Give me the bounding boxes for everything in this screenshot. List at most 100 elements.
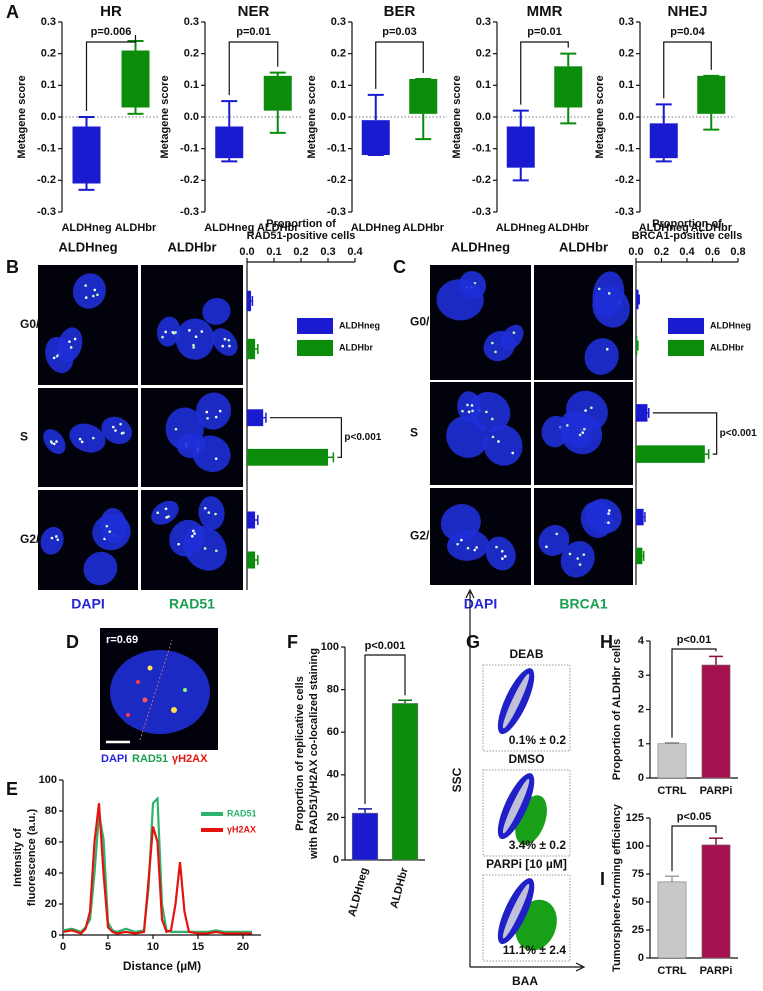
annotation: p<0.01 xyxy=(677,634,712,646)
y-tick-label: 0.2 xyxy=(619,48,634,60)
focus xyxy=(171,707,177,713)
focus xyxy=(69,346,73,349)
focus xyxy=(214,457,218,460)
panel-letter: F xyxy=(287,632,298,652)
y-tick-label: 0 xyxy=(638,952,644,964)
legend-label: ALDHbr xyxy=(339,342,373,352)
box xyxy=(649,123,678,159)
focus xyxy=(456,542,459,546)
x-tick-label: 0.4 xyxy=(347,246,363,258)
focus xyxy=(93,288,97,292)
focus xyxy=(495,545,498,549)
focus xyxy=(590,406,593,410)
bar xyxy=(247,511,256,529)
annotation: p=0.01 xyxy=(527,26,562,38)
nucleus xyxy=(560,411,592,448)
x-tick-label: 0.2 xyxy=(654,246,669,258)
focus xyxy=(188,329,191,332)
focus xyxy=(78,437,82,441)
focus xyxy=(114,429,117,432)
panel-letter: G xyxy=(466,632,480,652)
y-tick-label: -0.2 xyxy=(180,174,199,186)
y-axis-label: Metagene score xyxy=(451,75,463,158)
x-tick-label: ALDHbr xyxy=(690,222,732,234)
annotation: p=0.006 xyxy=(91,26,132,38)
focus xyxy=(607,512,610,515)
focus xyxy=(161,335,164,339)
x-tick-label: ALDHneg xyxy=(61,222,111,234)
x-tick-label: 10 xyxy=(147,941,159,953)
caption: DAPI xyxy=(101,753,127,765)
bar xyxy=(636,404,648,422)
focus xyxy=(206,416,209,420)
focus xyxy=(92,436,95,440)
nucleus xyxy=(483,330,516,362)
focus xyxy=(491,341,494,345)
nucleus xyxy=(100,508,127,544)
legend-swatch xyxy=(297,318,333,334)
focus xyxy=(555,532,559,536)
x-tick-label: 15 xyxy=(192,941,204,953)
focus xyxy=(214,512,217,516)
y-tick-label: 0.2 xyxy=(331,48,346,60)
y-tick-label: 4 xyxy=(638,635,645,647)
bar xyxy=(636,289,639,310)
x-tick-label: 0.6 xyxy=(705,246,720,258)
focus xyxy=(227,338,231,342)
y-tick-label: -0.2 xyxy=(37,174,56,186)
focus xyxy=(485,410,488,414)
focus xyxy=(512,331,516,334)
y-tick-label: 0.3 xyxy=(331,16,346,28)
bar xyxy=(701,664,731,779)
focus xyxy=(52,356,56,360)
focus xyxy=(174,331,177,334)
y-tick-label: 0.3 xyxy=(41,16,56,28)
annotation: 0.1% ± 0.2 xyxy=(509,733,567,747)
focus xyxy=(203,547,207,550)
nucleus xyxy=(57,327,83,363)
focus xyxy=(503,555,507,558)
micrograph-d: r=0.69 xyxy=(100,628,218,750)
panel-letter: I xyxy=(600,869,605,889)
annotation: p<0.001 xyxy=(720,428,757,439)
focus xyxy=(147,665,153,671)
nucleus xyxy=(110,650,210,734)
x-tick-label: ALDHneg xyxy=(351,222,401,234)
nucleus xyxy=(457,391,482,423)
y-axis-label: Proportion of replicative cells xyxy=(294,676,306,831)
chart-title: Proportion of xyxy=(266,218,336,230)
column-label: ALDHbr xyxy=(167,239,216,254)
focus xyxy=(192,346,195,349)
y-tick-label: 0.1 xyxy=(619,79,634,91)
y-tick-label: 0.0 xyxy=(476,111,491,123)
x-tick-label: ALDHneg xyxy=(346,866,371,918)
bar xyxy=(247,290,252,312)
focus xyxy=(578,563,582,566)
y-axis-label: Metagene score xyxy=(306,75,318,158)
focus xyxy=(228,344,231,348)
y-axis-label: Proportion of ALDHbr cells xyxy=(611,639,623,780)
focus xyxy=(545,545,548,549)
x-tick-label: ALDHbr xyxy=(115,222,157,234)
focus xyxy=(192,529,195,533)
y-tick-label: 0.0 xyxy=(331,111,346,123)
focus xyxy=(111,425,115,429)
focus xyxy=(203,506,207,510)
nucleus xyxy=(165,407,204,450)
y-tick-label: 0.3 xyxy=(619,16,634,28)
y-tick-label: 100 xyxy=(626,840,644,852)
y-tick-label: 0.2 xyxy=(476,48,491,60)
nucleus xyxy=(40,526,64,555)
focus xyxy=(607,292,611,295)
y-tick-label: 60 xyxy=(327,726,339,738)
focus xyxy=(193,532,196,535)
bracket xyxy=(663,41,712,99)
box xyxy=(554,66,583,108)
nucleus xyxy=(151,500,179,525)
box xyxy=(72,126,101,184)
focus xyxy=(584,409,587,412)
annotation: p<0.001 xyxy=(365,640,406,652)
bracket xyxy=(364,654,406,804)
focus xyxy=(473,548,477,552)
